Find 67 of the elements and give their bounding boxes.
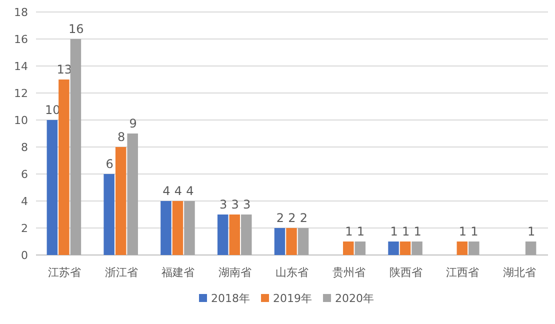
- data-label: 1: [470, 224, 478, 238]
- x-tick-label: 江西省: [446, 266, 480, 279]
- x-tick-label: 湖南省: [218, 266, 252, 279]
- data-label: 16: [68, 22, 84, 36]
- bar: [286, 228, 297, 255]
- bar: [46, 120, 58, 255]
- bar: [127, 134, 138, 255]
- y-tick-label: 8: [21, 141, 28, 154]
- bar: [388, 242, 399, 255]
- bar: [160, 201, 172, 255]
- data-label: 9: [129, 116, 137, 130]
- y-tick-label: 6: [21, 168, 28, 181]
- x-tick-label: 浙江省: [104, 266, 138, 279]
- data-label: 2: [288, 211, 296, 225]
- bar: [104, 174, 114, 255]
- bar: [172, 201, 184, 255]
- data-label: 3: [220, 198, 228, 212]
- bar: [343, 242, 354, 255]
- legend-label: 2019年: [273, 292, 312, 305]
- y-tick-label: 14: [14, 60, 28, 73]
- legend-label: 2020年: [335, 292, 374, 305]
- data-label: 13: [56, 62, 72, 76]
- x-tick-label: 江苏省: [48, 266, 81, 279]
- y-tick-label: 0: [21, 249, 28, 262]
- x-tick-label: 湖北省: [503, 266, 536, 279]
- data-label: 4: [186, 184, 194, 198]
- bar: [58, 80, 70, 255]
- data-label: 2: [300, 211, 308, 225]
- bar: [412, 242, 422, 255]
- data-label: 1: [527, 224, 536, 238]
- y-tick-label: 4: [21, 195, 28, 208]
- data-label: 1: [390, 224, 398, 238]
- data-label: 1: [458, 224, 466, 238]
- bar: [274, 228, 286, 255]
- y-tick-label: 18: [14, 6, 28, 19]
- bar: [298, 228, 309, 255]
- data-label: 1: [402, 224, 410, 238]
- bar: [70, 39, 82, 255]
- data-label: 4: [162, 184, 170, 198]
- legend-label: 2018年: [211, 292, 250, 305]
- bar: [229, 214, 240, 255]
- data-label: 1: [356, 224, 364, 238]
- data-label: 3: [231, 198, 239, 212]
- y-tick-label: 10: [14, 114, 28, 127]
- data-label: 2: [276, 211, 284, 225]
- bar: [400, 242, 411, 255]
- y-tick-label: 2: [21, 222, 28, 235]
- bar: [354, 242, 366, 255]
- bar: [184, 201, 195, 255]
- data-label: 8: [118, 130, 126, 144]
- data-label: 6: [106, 157, 114, 171]
- bar: [456, 242, 468, 255]
- bar: [240, 214, 252, 255]
- data-label: 1: [414, 224, 422, 238]
- x-tick-label: 山东省: [276, 266, 308, 279]
- bar: [217, 214, 228, 255]
- data-label: 4: [174, 184, 182, 198]
- bar: [525, 242, 536, 255]
- data-label: 1: [345, 224, 353, 238]
- y-tick-label: 16: [14, 33, 28, 46]
- x-tick-label: 贵州省: [332, 266, 366, 279]
- bar: [115, 147, 126, 255]
- data-label: 3: [243, 198, 251, 212]
- x-tick-label: 陕西省: [389, 266, 422, 279]
- y-tick-label: 12: [14, 87, 28, 100]
- x-tick-label: 福建省: [162, 266, 195, 279]
- bar: [468, 242, 480, 255]
